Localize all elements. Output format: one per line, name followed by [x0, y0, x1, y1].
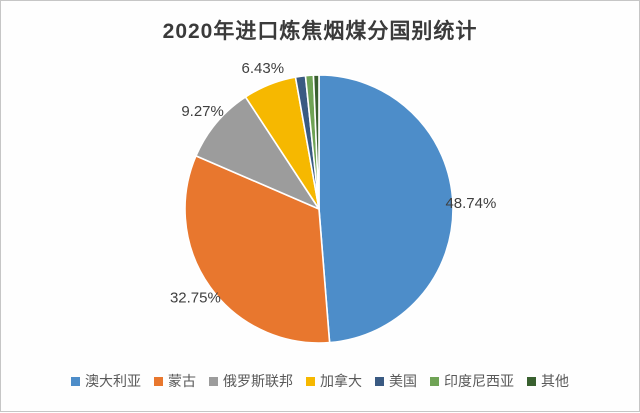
legend-label: 其他	[541, 373, 569, 389]
legend-label: 蒙古	[168, 373, 196, 389]
legend-item-russia: 俄罗斯联邦	[209, 371, 293, 391]
pie-slices	[184, 74, 454, 344]
legend-label: 美国	[389, 373, 417, 389]
pie-label-canada: 6.43%	[242, 60, 285, 77]
pie-slice-russia	[195, 96, 320, 210]
legend: 澳大利亚 蒙古 俄罗斯联邦 加拿大 美国 印度尼西亚 其他	[1, 371, 639, 391]
pie-label-russia: 9.27%	[181, 103, 224, 120]
legend-swatch-australia	[71, 376, 80, 386]
pie-slice-mongolia	[184, 155, 331, 344]
legend-item-australia: 澳大利亚	[71, 371, 141, 391]
legend-item-indonesia: 印度尼西亚	[430, 371, 514, 391]
legend-swatch-usa	[375, 376, 384, 386]
pie-slice-australia	[318, 74, 454, 344]
legend-item-mongolia: 蒙古	[154, 371, 196, 391]
legend-label: 澳大利亚	[85, 373, 141, 389]
legend-swatch-russia	[209, 376, 218, 386]
legend-label: 印度尼西亚	[444, 373, 514, 389]
legend-swatch-mongolia	[154, 376, 163, 386]
legend-swatch-canada	[306, 376, 315, 386]
legend-item-usa: 美国	[375, 371, 417, 391]
pie-slice-other	[312, 74, 320, 210]
legend-swatch-other	[527, 376, 536, 386]
legend-label: 加拿大	[320, 373, 362, 389]
legend-swatch-indonesia	[430, 376, 439, 386]
legend-item-other: 其他	[527, 371, 569, 391]
pie-label-australia: 48.74%	[445, 195, 496, 212]
pie-data-labels: 48.74% 32.75% 9.27% 6.43%	[170, 60, 496, 307]
legend-item-canada: 加拿大	[306, 371, 362, 391]
pie-label-mongolia: 32.75%	[170, 290, 221, 307]
chart-title: 2020年进口炼焦烟煤分国别统计	[162, 20, 478, 43]
legend-label: 俄罗斯联邦	[223, 373, 293, 389]
